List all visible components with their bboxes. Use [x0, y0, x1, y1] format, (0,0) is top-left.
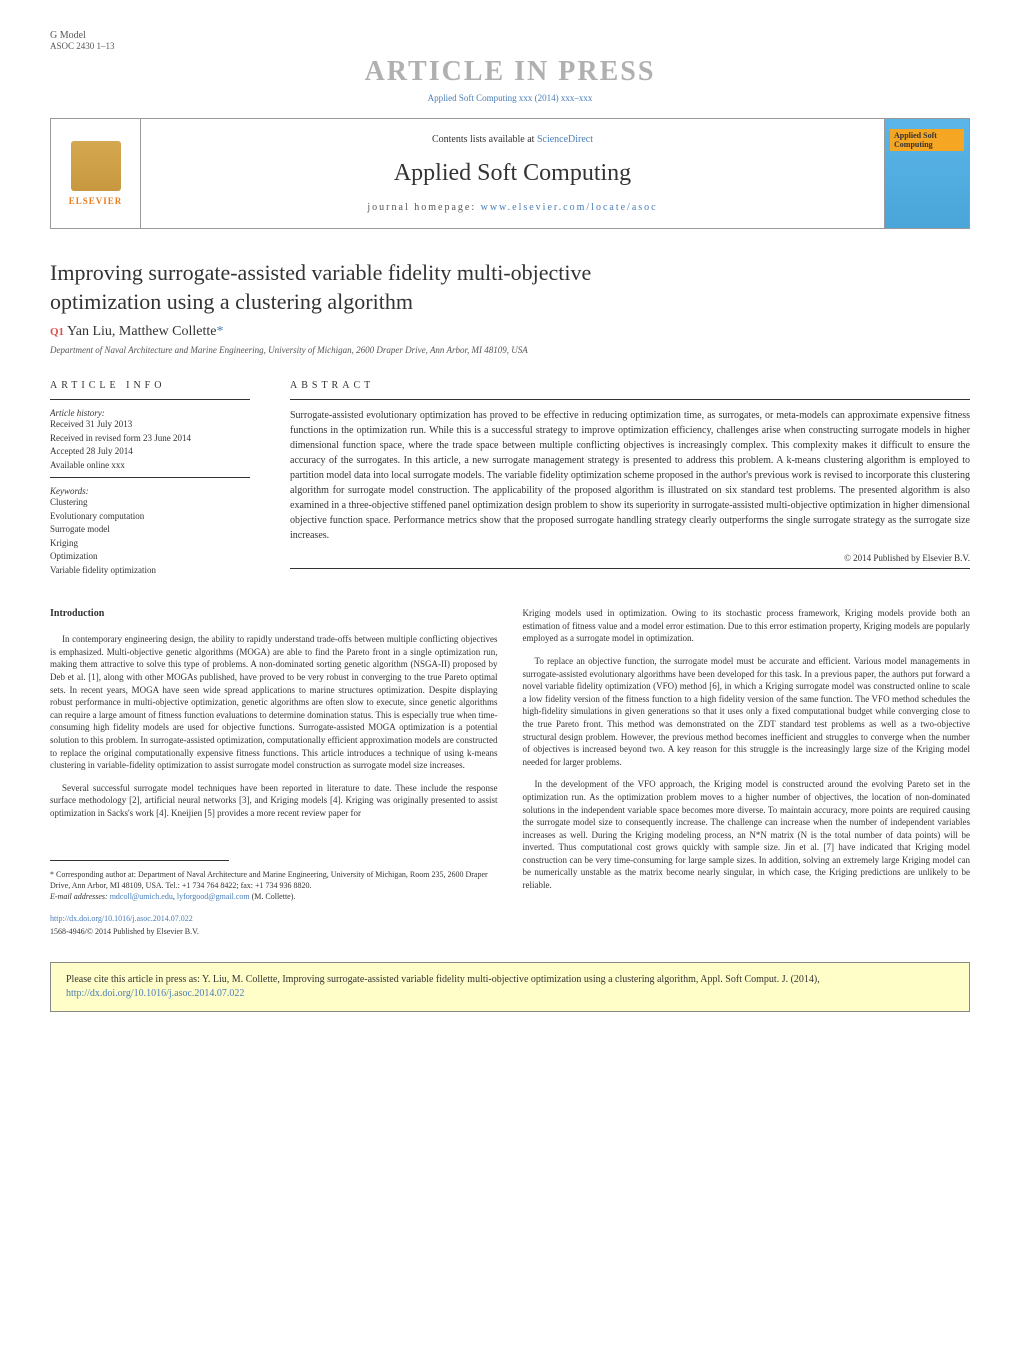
left-column: Introduction In contemporary engineering… [50, 607, 498, 937]
abstract-text: Surrogate-assisted evolutionary optimiza… [290, 408, 970, 543]
journal-reference: Applied Soft Computing xxx (2014) xxx–xx… [50, 93, 970, 103]
journal-title: Applied Soft Computing [156, 160, 869, 187]
title-line-2: optimization using a clustering algorith… [50, 288, 970, 317]
citation-box: Please cite this article in press as: Y.… [50, 962, 970, 1012]
elsevier-tree-icon [71, 141, 121, 191]
email-1[interactable]: mdcoll@umich.edu [110, 892, 173, 901]
doi-link[interactable]: http://dx.doi.org/10.1016/j.asoc.2014.07… [50, 914, 193, 923]
right-column: Kriging models used in optimization. Owi… [523, 607, 971, 937]
gmodel-label: G Model [50, 30, 970, 41]
keyword-3: Surrogate model [50, 523, 250, 537]
affiliation: Department of Naval Architecture and Mar… [50, 345, 970, 355]
sciencedirect-link[interactable]: ScienceDirect [537, 134, 593, 145]
keyword-1: Clustering [50, 496, 250, 510]
intro-para-4: To replace an objective function, the su… [523, 655, 971, 768]
introduction-header: Introduction [50, 607, 498, 621]
intro-para-5: In the development of the VFO approach, … [523, 778, 971, 891]
homepage-link[interactable]: www.elsevier.com/locate/asoc [481, 202, 658, 213]
title-line-1: Improving surrogate-assisted variable fi… [50, 259, 970, 288]
journal-header-box: ELSEVIER Contents lists available at Sci… [50, 118, 970, 229]
abstract-header: ABSTRACT [290, 380, 970, 391]
header-center: Contents lists available at ScienceDirec… [141, 119, 884, 228]
history-label: Article history: [50, 408, 250, 418]
article-info: ARTICLE INFO Article history: Received 3… [50, 380, 250, 577]
query-marker: Q1 [50, 326, 64, 338]
corresponding-asterisk: * [217, 324, 224, 339]
intro-para-1: In contemporary engineering design, the … [50, 633, 498, 772]
email-2[interactable]: lyforgood@gmail.com [177, 892, 250, 901]
info-divider-1 [50, 399, 250, 400]
cover-label: Applied Soft Computing [890, 129, 964, 151]
email-footnote: E-mail addresses: mdcoll@umich.edu, lyfo… [50, 891, 498, 902]
contents-lists: Contents lists available at ScienceDirec… [156, 134, 869, 145]
abstract-divider [290, 399, 970, 400]
elsevier-logo: ELSEVIER [51, 119, 141, 228]
keyword-2: Evolutionary computation [50, 510, 250, 524]
cite-text: Please cite this article in press as: Y.… [66, 974, 820, 985]
accepted-date: Accepted 28 July 2014 [50, 445, 250, 459]
keyword-4: Kriging [50, 537, 250, 551]
gmodel-header: G Model ASOC 2430 1–13 [50, 30, 970, 51]
authors-line: Q1 Yan Liu, Matthew Collette* [50, 324, 970, 340]
copyright: © 2014 Published by Elsevier B.V. [290, 553, 970, 563]
available-date: Available online xxx [50, 459, 250, 473]
meta-section: ARTICLE INFO Article history: Received 3… [50, 380, 970, 577]
email-label: E-mail addresses: [50, 892, 108, 901]
keyword-6: Variable fidelity optimization [50, 564, 250, 578]
abstract-divider-bottom [290, 568, 970, 569]
info-divider-2 [50, 477, 250, 478]
keyword-5: Optimization [50, 550, 250, 564]
body-columns: Introduction In contemporary engineering… [50, 607, 970, 937]
revised-date: Received in revised form 23 June 2014 [50, 432, 250, 446]
corresponding-footnote: * Corresponding author at: Department of… [50, 869, 498, 891]
journal-cover: Applied Soft Computing [884, 119, 969, 228]
intro-para-3: Kriging models used in optimization. Owi… [523, 607, 971, 645]
cite-doi-link[interactable]: http://dx.doi.org/10.1016/j.asoc.2014.07… [66, 988, 244, 999]
authors: Yan Liu, Matthew Collette [67, 324, 216, 339]
journal-homepage: journal homepage: www.elsevier.com/locat… [156, 202, 869, 213]
issn: 1568-4946/© 2014 Published by Elsevier B… [50, 927, 199, 936]
received-date: Received 31 July 2013 [50, 418, 250, 432]
article-in-press-banner: ARTICLE IN PRESS [50, 56, 970, 88]
intro-para-2: Several successful surrogate model techn… [50, 782, 498, 820]
page-container: G Model ASOC 2430 1–13 ARTICLE IN PRESS … [0, 0, 1020, 1351]
elsevier-text: ELSEVIER [69, 196, 123, 206]
footnote-divider [50, 860, 229, 861]
keywords-label: Keywords: [50, 486, 250, 496]
gmodel-id: ASOC 2430 1–13 [50, 41, 970, 51]
article-title: Improving surrogate-assisted variable fi… [50, 259, 970, 316]
email-suffix: (M. Collette). [252, 892, 296, 901]
article-info-header: ARTICLE INFO [50, 380, 250, 391]
abstract-section: ABSTRACT Surrogate-assisted evolutionary… [290, 380, 970, 577]
